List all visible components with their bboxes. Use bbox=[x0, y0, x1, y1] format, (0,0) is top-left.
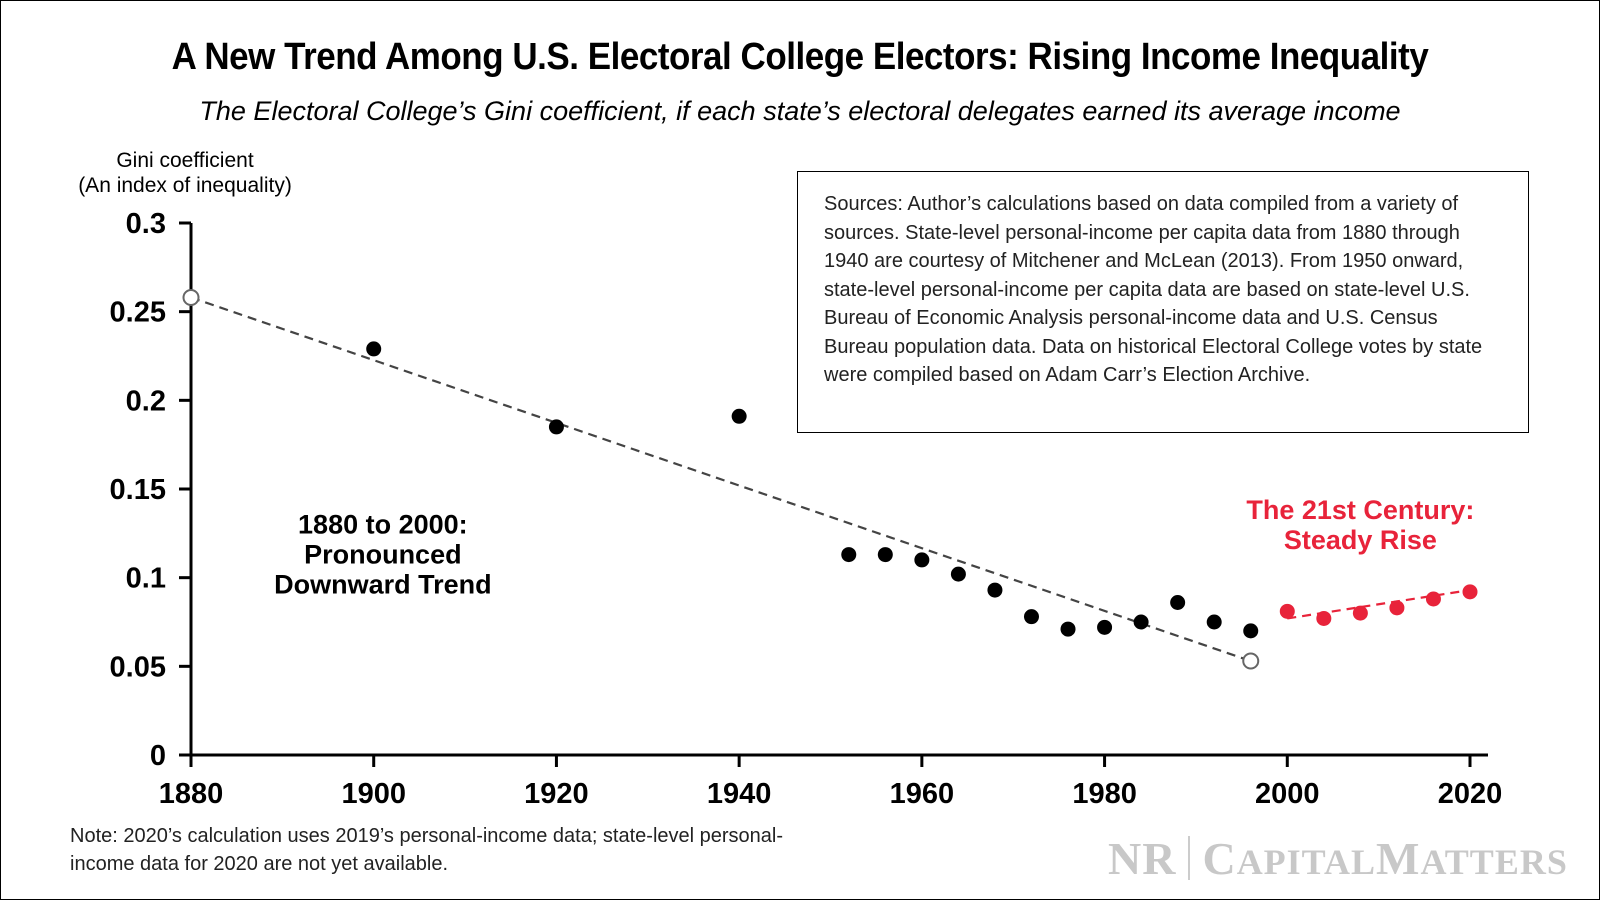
annotation-line: The 21st Century: bbox=[1246, 495, 1474, 525]
data-point bbox=[1133, 614, 1149, 630]
y-tick-label: 0.25 bbox=[110, 297, 166, 329]
y-tick-label: 0.15 bbox=[110, 474, 166, 506]
annotation-line: 1880 to 2000: bbox=[298, 509, 468, 539]
data-point bbox=[731, 408, 747, 424]
data-point bbox=[841, 547, 857, 563]
y-tick-label: 0.3 bbox=[126, 208, 166, 240]
y-tick-label: 0.1 bbox=[126, 563, 166, 595]
y-axis-label-line2: (An index of inequality) bbox=[78, 174, 292, 197]
data-point bbox=[950, 566, 966, 582]
x-tick-label: 1880 bbox=[159, 778, 224, 810]
data-point bbox=[1352, 605, 1368, 621]
data-point bbox=[1206, 614, 1222, 630]
data-point bbox=[987, 582, 1003, 598]
chart-title: A New Trend Among U.S. Electoral College… bbox=[171, 36, 1429, 78]
data-point bbox=[548, 419, 564, 435]
trend-line bbox=[190, 296, 1252, 663]
annotation-line: Pronounced bbox=[304, 539, 462, 569]
y-tick-label: 0.2 bbox=[126, 385, 166, 417]
x-tick-label: 1900 bbox=[341, 778, 406, 810]
trend-endpoint bbox=[182, 288, 200, 306]
trend-line bbox=[1287, 588, 1471, 620]
data-point bbox=[1023, 609, 1039, 625]
data-point bbox=[1425, 591, 1441, 607]
data-point bbox=[366, 341, 382, 357]
x-tick-label: 2000 bbox=[1255, 778, 1320, 810]
x-tick-label: 1980 bbox=[1072, 778, 1137, 810]
data-point bbox=[1462, 584, 1478, 600]
data-point bbox=[1279, 603, 1295, 619]
logo: NR CAPITALMATTERS bbox=[1108, 833, 1568, 884]
x-tick-label: 2020 bbox=[1438, 778, 1503, 810]
data-point bbox=[877, 547, 893, 563]
data-point bbox=[914, 552, 930, 568]
y-axis-label-line1: Gini coefficient bbox=[116, 149, 254, 172]
y-tick-label: 0.05 bbox=[110, 651, 166, 683]
logo-nr: NR bbox=[1108, 833, 1177, 884]
x-tick-label: 1960 bbox=[890, 778, 955, 810]
y-tick-label: 0 bbox=[150, 740, 166, 772]
annotation-line: Steady Rise bbox=[1284, 525, 1437, 555]
chart-subtitle: The Electoral College’s Gini coefficient… bbox=[199, 96, 1401, 126]
data-point bbox=[1170, 594, 1186, 610]
x-tick-label: 1920 bbox=[524, 778, 589, 810]
data-point bbox=[1060, 621, 1076, 637]
sources-box: Sources: Author’s calculations based on … bbox=[797, 171, 1529, 433]
data-point bbox=[1243, 623, 1259, 639]
footnote: Note: 2020’s calculation uses 2019’s per… bbox=[70, 825, 784, 875]
annotation-line: Downward Trend bbox=[274, 569, 492, 599]
data-point bbox=[1097, 619, 1113, 635]
x-tick-label: 1940 bbox=[707, 778, 772, 810]
trend-endpoint bbox=[1242, 652, 1260, 670]
data-point bbox=[1316, 610, 1332, 626]
data-point bbox=[1389, 600, 1405, 616]
y-axis-label: Gini coefficient (An index of inequality… bbox=[50, 148, 320, 198]
